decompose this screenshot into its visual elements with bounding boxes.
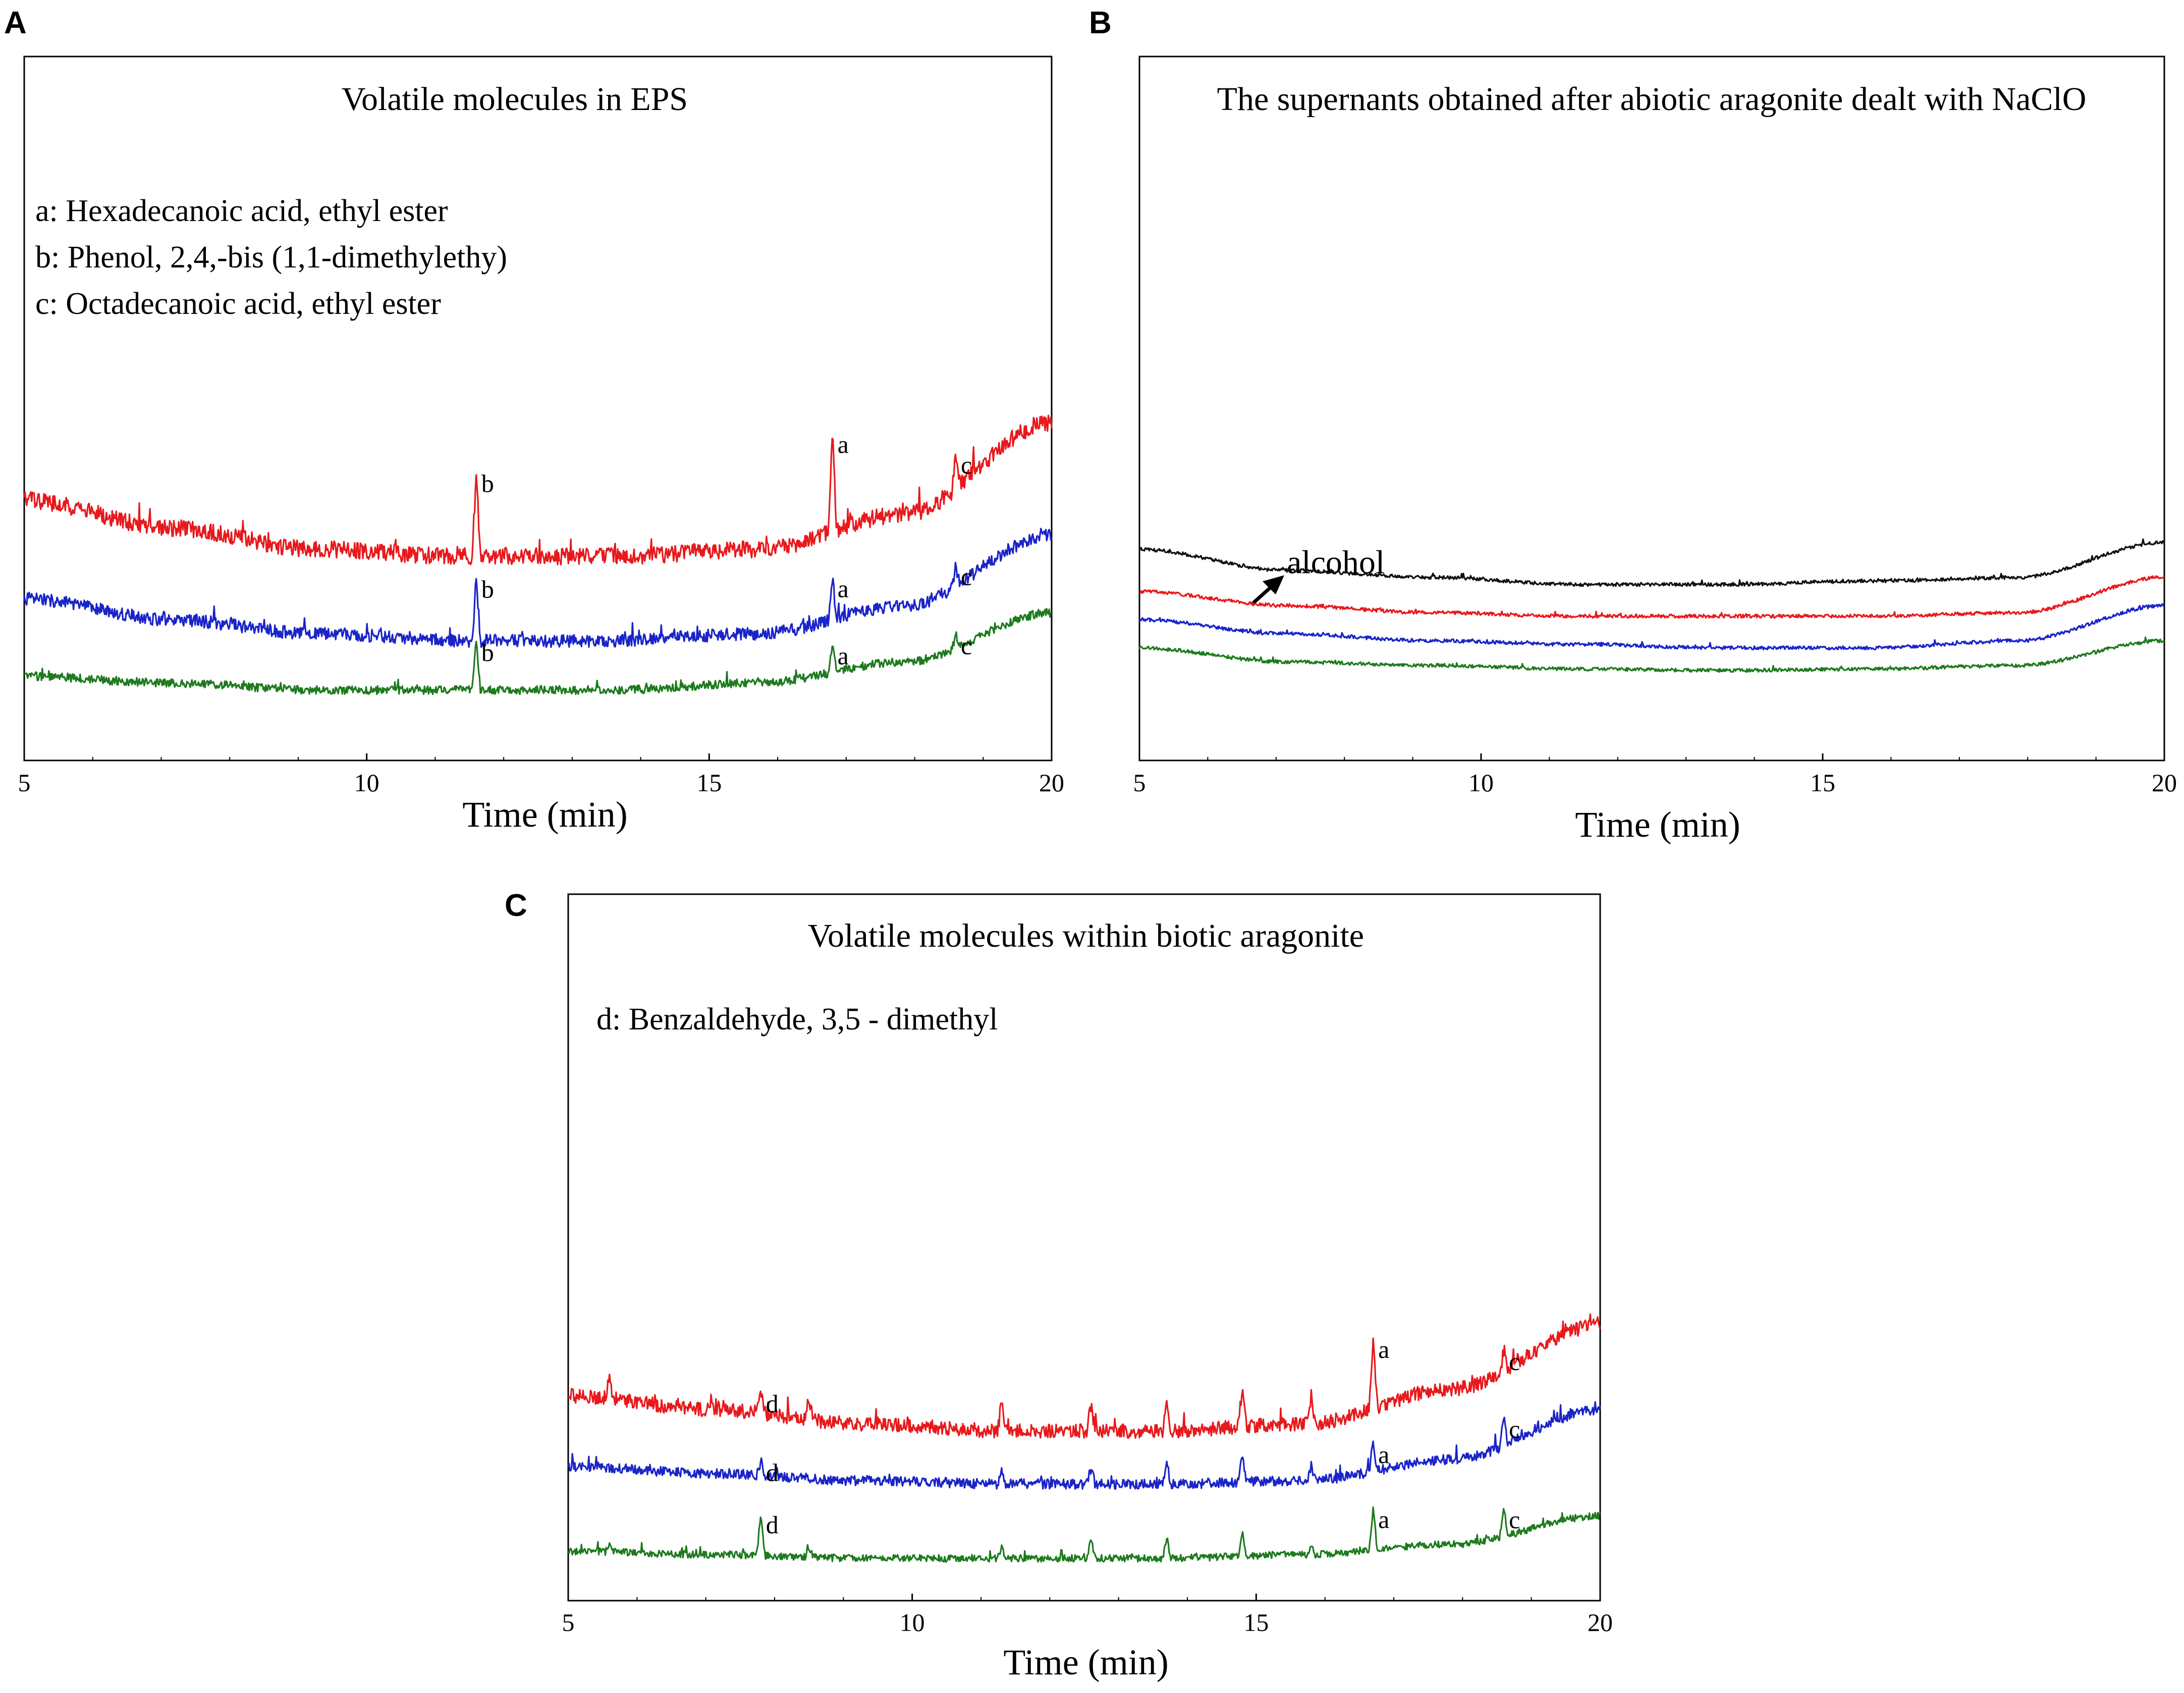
panel-a-frame <box>23 56 1053 761</box>
panel-b-label: B <box>1089 6 1112 40</box>
panel-a-series-2-peak-label-a: a <box>838 575 849 603</box>
panel-a-plot: 5 10 15 20 b a c b a c b a c <box>18 414 1064 797</box>
panel-c-series-3-peak-label-d: d <box>766 1511 779 1539</box>
panel-b-title: The supernants obtained after abiotic ar… <box>1217 81 2087 118</box>
panel-a-xlabel: Time (min) <box>462 794 627 835</box>
panel-b-annotation-arrow <box>1250 575 1284 606</box>
panel-c: C Volatile molecules within biotic arago… <box>505 888 1613 1682</box>
panel-c-series-2-trace <box>567 1401 1601 1490</box>
panel-a-xtick-label: 15 <box>696 769 722 797</box>
panel-a-series-1-peak-label-a: a <box>838 430 849 459</box>
panel-b-series-4-trace <box>1138 636 2165 673</box>
panel-c-frame <box>567 893 1601 1602</box>
panel-c-series-3-trace <box>567 1506 1601 1563</box>
panel-a-series-3-trace <box>24 608 1052 695</box>
panel-a-series-3-peak-label-c: c <box>961 632 972 660</box>
panel-a-legend-a: a: Hexadecanoic acid, ethyl ester <box>35 194 448 228</box>
panel-a-series-2-peak-label-b: b <box>481 575 494 603</box>
panel-c-series-3-peak-label-a: a <box>1378 1505 1389 1534</box>
panel-c-series-3-peak-label-c: c <box>1509 1505 1520 1534</box>
panel-b-series-1-trace <box>1138 538 2165 587</box>
panel-a-legend-c: c: Octadecanoic acid, ethyl ester <box>35 287 441 321</box>
panel-c-xtick-label: 10 <box>900 1608 925 1636</box>
panel-c-series-1-peak-label-c: c <box>1509 1347 1520 1376</box>
panel-a: A Volatile molecules in EPS a: Hexadecan… <box>4 6 1064 835</box>
panel-c-series-1-peak-label-d: d <box>766 1389 779 1417</box>
panel-a-series-3-peak-label-a: a <box>838 641 849 670</box>
panel-a-series-2-trace <box>23 527 1053 648</box>
panel-a-legend-b: b: Phenol, 2,4,-bis (1,1-dimethylethy) <box>35 240 507 275</box>
panel-c-xtick-label: 15 <box>1243 1608 1269 1636</box>
panel-b-xlabel: Time (min) <box>1575 804 1740 845</box>
panel-b-series-2-trace <box>1139 575 2165 619</box>
panel-b-xtick-label: 20 <box>2152 769 2177 797</box>
panel-b-xtick-label: 5 <box>1133 769 1146 797</box>
panel-a-xtick-label: 20 <box>1039 769 1064 797</box>
panel-b-xtick-label: 10 <box>1468 769 1494 797</box>
panel-a-label: A <box>4 6 27 40</box>
panel-b-plot: 5 10 15 20 <box>1133 538 2177 797</box>
panel-b-xtick-label: 15 <box>1810 769 1835 797</box>
panel-a-series-1-peak-label-c: c <box>961 451 972 479</box>
panel-a-xtick-label: 5 <box>18 769 31 797</box>
panel-c-xtick-label: 20 <box>1588 1608 1613 1636</box>
panel-c-series-2-peak-label-c: c <box>1509 1415 1520 1443</box>
panel-c-series-1-peak-label-a: a <box>1378 1335 1389 1363</box>
panel-c-title: Volatile molecules within biotic aragoni… <box>808 917 1364 954</box>
panel-c-label: C <box>505 888 527 923</box>
panel-b: B The supernants obtained after abiotic … <box>1089 6 2177 845</box>
panel-a-series-2-peak-label-c: c <box>961 563 972 591</box>
panel-a-series-1-trace <box>23 414 1053 566</box>
panel-c-xtick-label: 5 <box>562 1608 575 1636</box>
panel-c-xlabel: Time (min) <box>1003 1642 1168 1682</box>
panel-b-frame <box>1138 56 2165 761</box>
panel-c-series-2-peak-label-d: d <box>766 1458 779 1487</box>
panel-a-series-3-peak-label-b: b <box>481 638 494 667</box>
panel-a-title: Volatile molecules in EPS <box>342 81 688 118</box>
panel-a-xtick-label: 10 <box>354 769 379 797</box>
panel-c-series-2-peak-label-a: a <box>1378 1441 1389 1469</box>
panel-c-legend-d: d: Benzaldehyde, 3,5 - dimethyl <box>596 1002 998 1036</box>
panel-a-series-1-peak-label-b: b <box>481 469 494 498</box>
panel-c-series-1-trace <box>567 1313 1601 1439</box>
panel-c-plot: 5 10 15 20 d a c d a c d a c <box>562 1313 1613 1636</box>
panel-b-series-3-trace <box>1138 603 2165 650</box>
